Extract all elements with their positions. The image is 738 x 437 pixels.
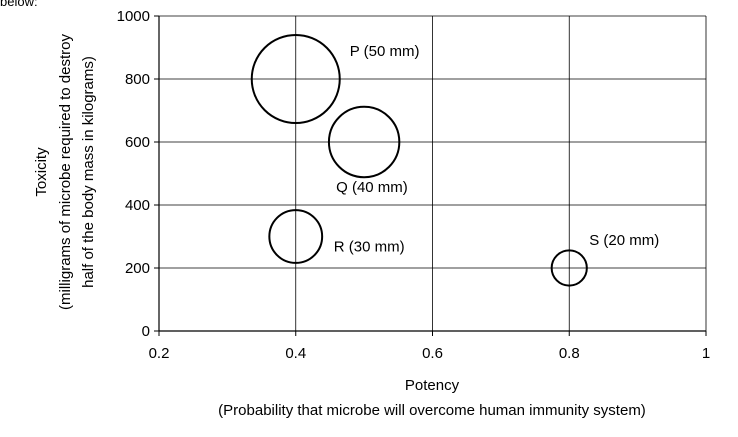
bubble xyxy=(250,34,341,124)
x-tick-label: 0.2 xyxy=(149,345,170,362)
y-axis-title: Toxicity xyxy=(33,147,50,197)
y-tick-label: 800 xyxy=(125,71,150,88)
y-tick-label: 1000 xyxy=(117,8,150,25)
bubble xyxy=(327,105,401,179)
chart-grid xyxy=(159,15,707,331)
bubble-label: S (20 mm) xyxy=(589,232,659,249)
x-tick-label: 0.4 xyxy=(285,345,306,362)
y-tick-label: 200 xyxy=(125,260,150,277)
x-tick-label: 0.8 xyxy=(559,345,580,362)
chart-axes xyxy=(154,15,707,336)
y-axis-subtitle-line2: half of the body mass in kilograms) xyxy=(80,56,97,288)
y-axis-subtitle-line1: (milligrams of microbe required to destr… xyxy=(57,34,74,310)
bubble-label: R (30 mm) xyxy=(334,239,405,256)
bubbles xyxy=(250,34,588,287)
x-tick-label: 0.6 xyxy=(422,345,443,362)
bubble-label: Q (40 mm) xyxy=(336,179,408,196)
bubble xyxy=(268,209,324,264)
x-axis-title: Potency xyxy=(405,377,460,394)
bubble-labels: P (50 mm) Q (40 mm) R (30 mm) S (20 mm) xyxy=(334,43,660,256)
x-axis-subtitle: (Probability that microbe will overcome … xyxy=(218,402,646,419)
y-tick-labels: 0 200 400 600 800 1000 xyxy=(117,8,150,340)
bubble-label: P (50 mm) xyxy=(350,43,420,60)
bubble xyxy=(550,249,588,287)
y-tick-label: 0 xyxy=(142,323,150,340)
y-tick-label: 600 xyxy=(125,134,150,151)
x-tick-label: 1 xyxy=(702,345,710,362)
y-tick-label: 400 xyxy=(125,197,150,214)
x-tick-labels: 0.2 0.4 0.6 0.8 1 xyxy=(149,345,711,362)
cropped-caption-fragment: below: xyxy=(0,0,38,9)
